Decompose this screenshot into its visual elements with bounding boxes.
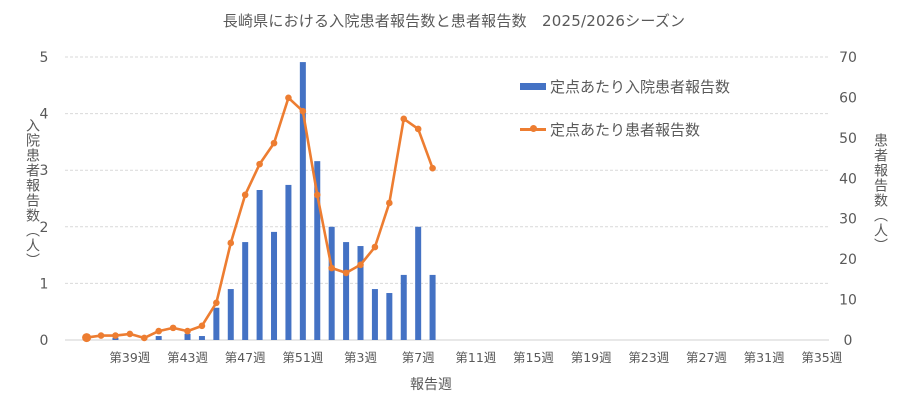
bar	[343, 242, 350, 340]
line-marker	[357, 261, 364, 269]
x-tick-label: 第15週	[513, 350, 554, 365]
x-tick-label: 第7週	[402, 350, 435, 365]
line-marker	[313, 191, 321, 199]
y-left-tick-label: 0	[40, 333, 49, 349]
y-right-tick-label: 50	[839, 131, 857, 147]
line-marker	[140, 334, 148, 342]
line-marker	[400, 115, 408, 123]
bar	[155, 336, 162, 340]
line-marker	[184, 327, 191, 335]
bar	[328, 226, 335, 340]
line-marker	[285, 94, 292, 102]
bar	[357, 246, 364, 340]
bar	[112, 337, 119, 340]
x-tick-label: 第3週	[344, 350, 377, 365]
bar	[400, 274, 407, 340]
bar	[198, 336, 205, 340]
x-tick-label: 第35週	[801, 350, 842, 365]
y-axis-right-label: 患者報告数（人）	[872, 133, 888, 253]
line-marker	[155, 327, 162, 335]
y-right-tick-label: 30	[839, 212, 857, 228]
bar	[256, 190, 263, 340]
line-marker	[371, 243, 379, 251]
y-axis-left-label: 入院患者報告数（人）	[24, 118, 40, 268]
bar	[285, 184, 292, 340]
y-left-tick-label: 4	[40, 107, 49, 123]
line-marker	[414, 125, 422, 133]
y-right-tick-label: 40	[839, 171, 857, 187]
y-right-tick-label: 70	[839, 50, 857, 66]
bar	[184, 333, 191, 340]
x-tick-label: 第27週	[686, 350, 727, 365]
y-right-tick-label: 60	[839, 90, 857, 106]
legend-line-label: 定点あたり患者報告数	[550, 120, 701, 139]
bar	[213, 307, 220, 340]
line-marker	[82, 333, 92, 343]
bar	[415, 226, 422, 340]
line-marker	[227, 239, 235, 247]
legend-item-bar: 定点あたり入院患者報告数	[520, 74, 730, 98]
line-marker	[386, 199, 393, 207]
legend-item-line: 定点あたり患者報告数	[520, 117, 730, 141]
x-axis-label: 報告週	[410, 377, 452, 393]
legend-bar-label: 定点あたり入院患者報告数	[550, 77, 731, 96]
bar	[271, 231, 278, 340]
line-marker	[256, 160, 263, 168]
y-right-tick-label: 0	[844, 333, 853, 349]
y-left-tick-label: 5	[40, 50, 49, 66]
y-left-tick-label: 1	[40, 276, 49, 292]
line-marker	[241, 191, 249, 199]
x-tick-label: 第19週	[571, 350, 612, 365]
bar	[371, 289, 378, 340]
x-tick-label: 第23週	[628, 350, 669, 365]
bar	[314, 161, 321, 340]
line-marker	[429, 164, 436, 172]
line-marker-swatch-icon	[520, 125, 546, 132]
bar-swatch-icon	[520, 82, 546, 90]
y-right-tick-label: 20	[839, 252, 857, 268]
legend: 定点あたり入院患者報告数 定点あたり患者報告数	[520, 74, 730, 160]
y-left-tick-label: 3	[40, 163, 49, 179]
line-marker	[97, 332, 105, 339]
line-marker	[126, 330, 134, 338]
line-marker	[328, 264, 335, 272]
chart-title: 長崎県における入院患者報告数と患者報告数 2025/2026シーズン	[222, 12, 686, 30]
line-marker	[169, 324, 177, 332]
bar	[242, 242, 249, 340]
y-left-tick-label: 2	[40, 220, 49, 236]
line-marker	[270, 139, 278, 147]
y-right-tick-label: 10	[839, 293, 857, 309]
x-tick-label: 第11週	[455, 350, 496, 365]
line-marker	[299, 107, 307, 115]
bar	[299, 62, 306, 341]
x-tick-label: 第43週	[167, 350, 208, 365]
x-tick-label: 第47週	[225, 350, 266, 365]
bar	[386, 293, 393, 340]
x-tick-label: 第51週	[282, 350, 323, 365]
x-tick-label: 第39週	[109, 350, 150, 365]
line-marker	[213, 299, 220, 307]
line-marker	[342, 269, 350, 277]
line-marker	[112, 332, 119, 339]
line-marker	[198, 322, 206, 330]
bar	[429, 274, 436, 340]
x-tick-label: 第31週	[744, 350, 785, 365]
bar	[227, 289, 234, 340]
